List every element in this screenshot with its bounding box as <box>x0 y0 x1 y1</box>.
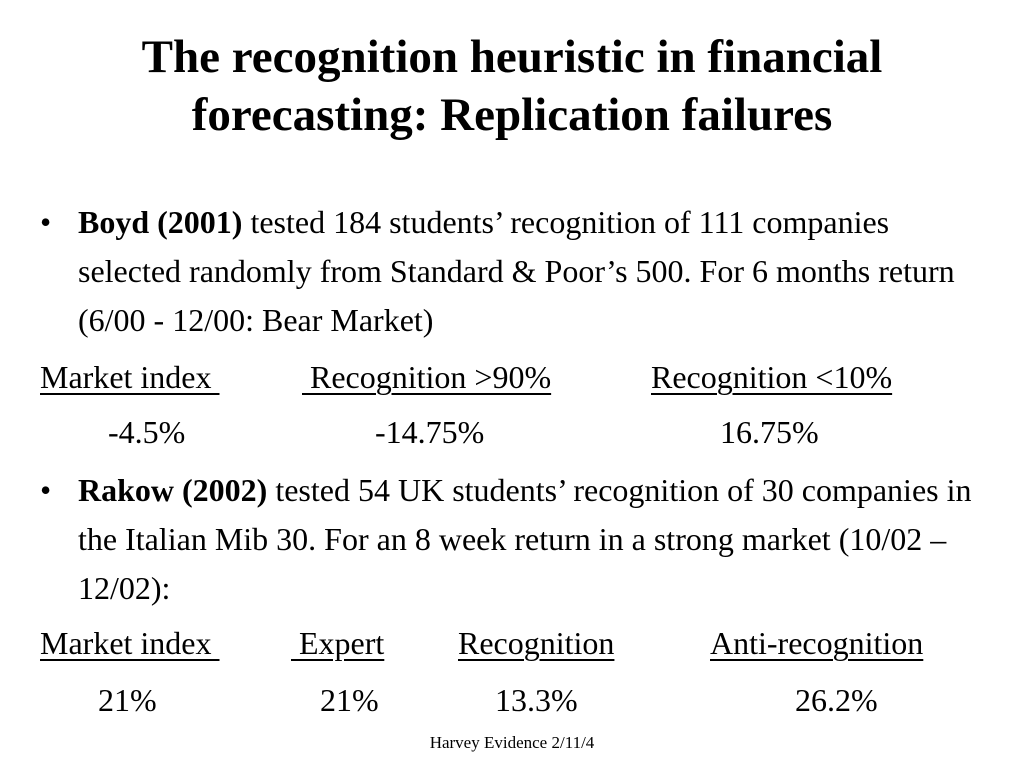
table2-value-expert: 21% <box>320 682 379 718</box>
table2-header-row: Market index Expert Recognition Anti-rec… <box>0 621 1024 665</box>
bullet-body: tested 54 UK students’ recognition of 30… <box>78 472 972 606</box>
bullet-text: Rakow (2002) tested 54 UK students’ reco… <box>78 466 1000 613</box>
bullet-text: Boyd (2001) tested 184 students’ recogni… <box>78 198 1000 345</box>
slide-title: The recognition heuristic in financial f… <box>0 28 1024 144</box>
bullet-rakow: • Rakow (2002) tested 54 UK students’ re… <box>40 466 1000 613</box>
bullet-marker: • <box>40 204 52 240</box>
table2-value-row: 21% 21% 13.3% 26.2% <box>0 678 1024 722</box>
table2-header-anti-recognition: Anti-recognition <box>710 625 924 661</box>
table1-value-market-index: -4.5% <box>108 414 186 450</box>
table2-value-market-index: 21% <box>98 682 157 718</box>
bullet-marker: • <box>40 472 52 508</box>
bullet-author: Rakow (2002) <box>78 472 268 508</box>
table1-header-recognition-low: Recognition <10% <box>651 359 893 395</box>
table2-header-expert: Expert <box>291 625 385 661</box>
table1-value-recognition-low: 16.75% <box>720 414 819 450</box>
bullet-body: tested 184 students’ recognition of 111 … <box>78 204 955 338</box>
title-line-1: The recognition heuristic in financial <box>141 31 883 83</box>
table2-value-recognition: 13.3% <box>495 682 578 718</box>
table1-header-recognition-high: Recognition >90% <box>302 359 552 395</box>
table1-value-row: -4.5% -14.75% 16.75% <box>0 410 1024 454</box>
table1-header-market-index: Market index <box>40 359 220 395</box>
table2-header-recognition: Recognition <box>458 625 615 661</box>
title-line-2: forecasting: Replication failures <box>191 89 833 141</box>
table2-header-market-index: Market index <box>40 625 220 661</box>
bullet-author: Boyd (2001) <box>78 204 243 240</box>
table1-header-row: Market index Recognition >90% Recognitio… <box>0 355 1024 399</box>
table1-value-recognition-high: -14.75% <box>375 414 485 450</box>
slide-footer: Harvey Evidence 2/11/4 <box>429 733 595 752</box>
bullet-boyd: • Boyd (2001) tested 184 students’ recog… <box>40 198 1000 345</box>
table2-value-anti-recognition: 26.2% <box>795 682 878 718</box>
